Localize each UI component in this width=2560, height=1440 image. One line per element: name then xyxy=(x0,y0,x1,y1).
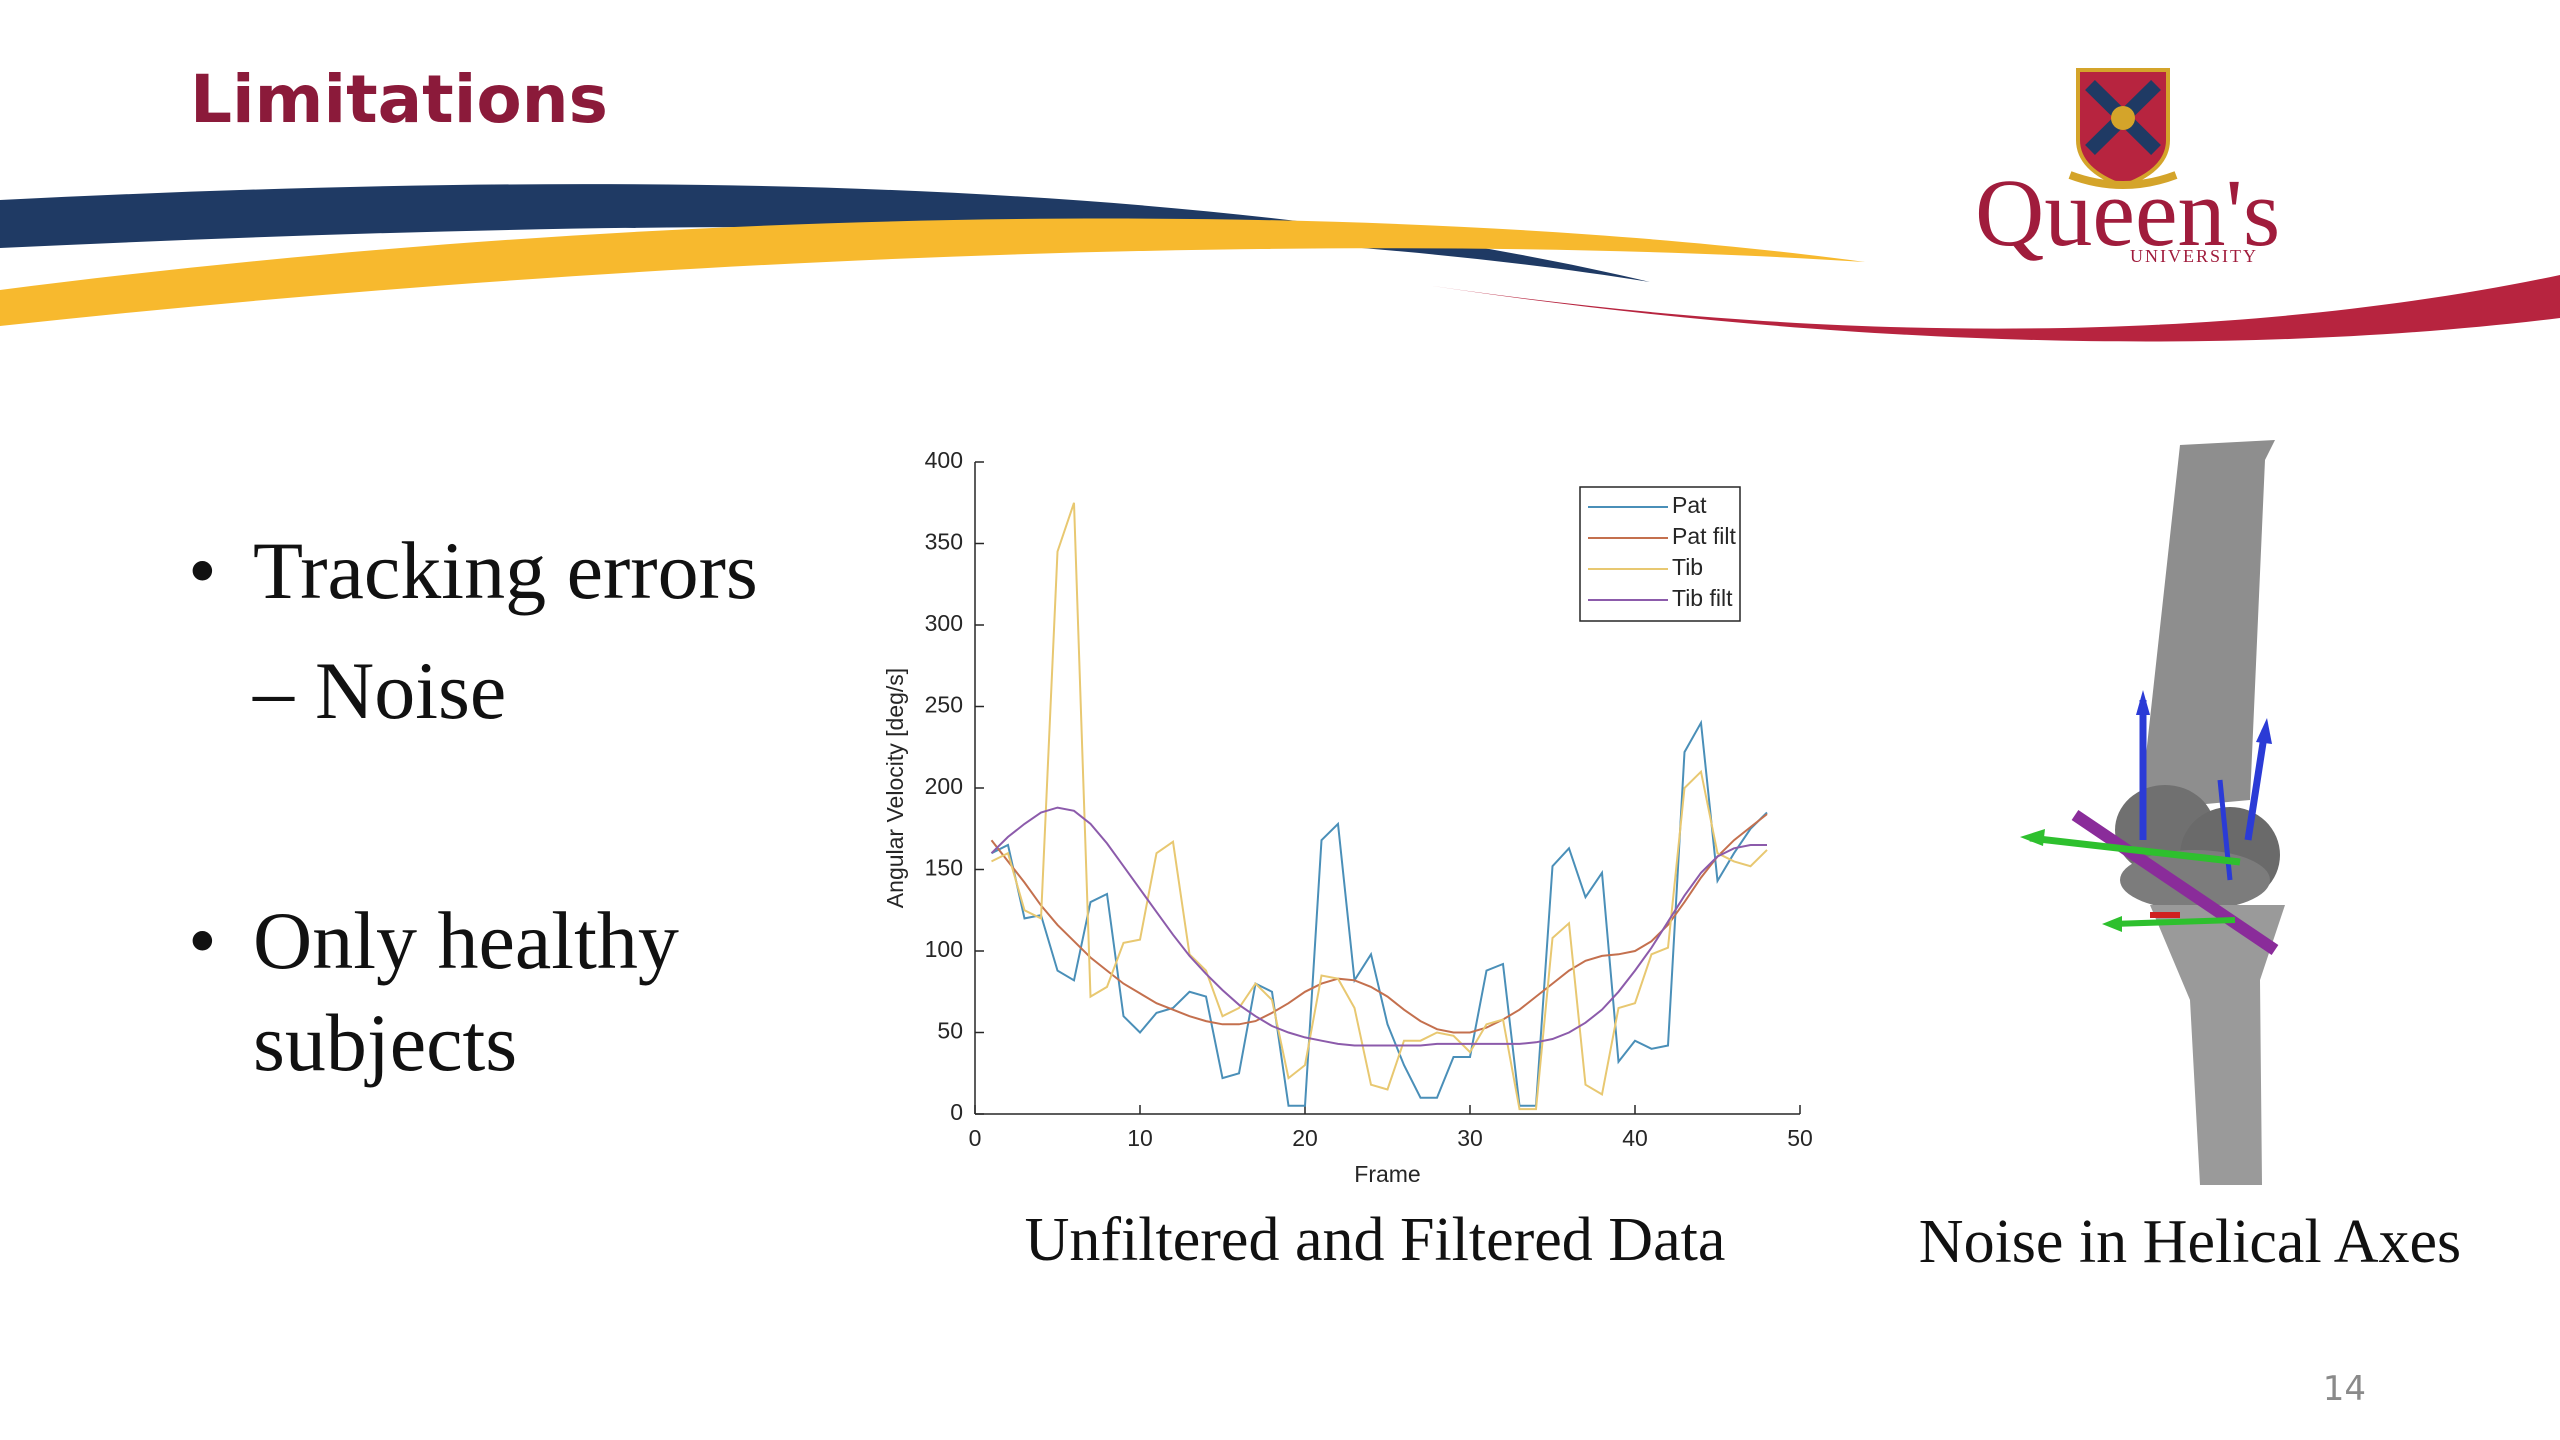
logo-name: Queen's xyxy=(1975,159,2280,266)
y-tick-label: 150 xyxy=(925,855,963,881)
y-tick-label: 100 xyxy=(925,936,963,962)
legend-label: Tib xyxy=(1672,554,1703,580)
x-tick-label: 20 xyxy=(1292,1125,1318,1151)
y-tick-label: 300 xyxy=(925,610,963,636)
bullet-glyph: • xyxy=(188,525,217,616)
bullet: Only healthy xyxy=(253,895,679,986)
caption: Noise in Helical Axes xyxy=(1919,1208,2461,1276)
legend-label: Pat filt xyxy=(1672,523,1737,549)
bullet: subjects xyxy=(253,997,517,1088)
page-number: 14 xyxy=(2323,1369,2366,1409)
x-tick-label: 0 xyxy=(969,1125,982,1151)
bullet: Tracking errors xyxy=(253,525,758,616)
y-tick-label: 0 xyxy=(950,1099,963,1125)
caption: Unfiltered and Filtered Data xyxy=(1025,1206,1726,1274)
series-line xyxy=(990,813,1768,1034)
series-line xyxy=(990,806,1767,1047)
sub-dash: – xyxy=(252,645,295,736)
y-tick-label: 200 xyxy=(925,773,963,799)
x-tick-label: 40 xyxy=(1622,1125,1648,1151)
red-swoosh xyxy=(1380,275,2560,342)
sub-bullet: Noise xyxy=(315,645,506,736)
y-axis-label: Angular Velocity [deg/s] xyxy=(882,668,908,908)
x-tick-label: 10 xyxy=(1127,1125,1153,1151)
y-tick-label: 350 xyxy=(925,529,963,555)
slide-title: Limitations xyxy=(190,61,608,138)
navy-swoosh xyxy=(0,184,1650,282)
crest xyxy=(2068,68,2178,189)
knee-image xyxy=(2020,440,2285,1185)
bullet-glyph: • xyxy=(188,895,217,986)
chart: 0 50 100 150 200 250 300 350 400 0 10 20 30 40 50 Frame… xyxy=(882,447,1813,1187)
x-axis-label: Frame xyxy=(1354,1161,1420,1187)
logo-subtitle: UNIVERSITY xyxy=(2130,246,2258,266)
legend-box xyxy=(1579,486,1741,622)
legend-label: Pat xyxy=(1672,492,1707,518)
series-line xyxy=(991,719,1768,1107)
gold-swoosh xyxy=(0,218,1865,326)
x-tick-label: 50 xyxy=(1787,1125,1813,1151)
y-tick-label: 50 xyxy=(937,1018,963,1044)
x-tick-label: 30 xyxy=(1457,1125,1483,1151)
y-tick-label: 250 xyxy=(925,692,963,718)
legend-label: Tib filt xyxy=(1672,585,1733,611)
y-tick-label: 400 xyxy=(925,447,963,473)
series-line xyxy=(991,502,1768,1111)
